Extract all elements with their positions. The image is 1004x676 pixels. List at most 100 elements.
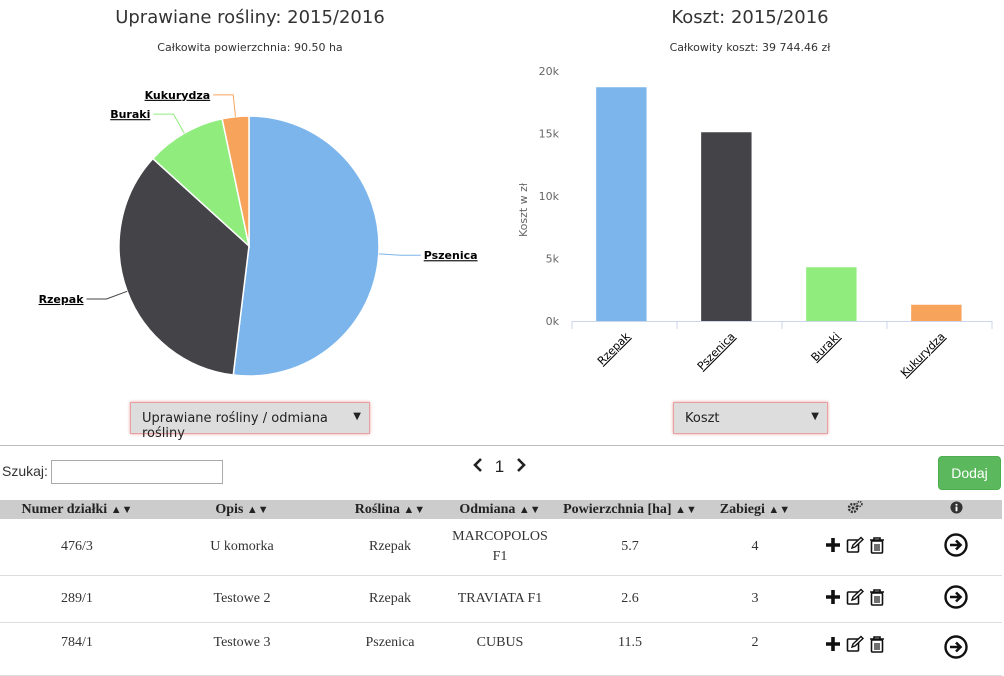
table-row[interactable]: 289/1 Testowe 2 Rzepak TRAVIATA F1 2.6 3 — [0, 575, 1002, 623]
column-header[interactable]: Powierzchnia [ha] ▲▼ — [550, 500, 710, 519]
trash-icon[interactable] — [868, 588, 886, 606]
sort-icon: ▲▼ — [246, 503, 269, 516]
cell-actions — [800, 622, 910, 676]
cell-crop: Rzepak — [330, 519, 450, 576]
column-header[interactable]: Roślina ▲▼ — [330, 500, 450, 519]
cell-variety: MARCOPOLOS F1 — [450, 519, 550, 576]
table-row[interactable]: 784/1 Testowe 3 Pszenica CUBUS 11.5 2 — [0, 622, 1002, 676]
plus-icon[interactable] — [824, 536, 842, 554]
search-input[interactable] — [51, 460, 223, 484]
cell-area: 11.5 — [550, 622, 710, 676]
bar-chart: Koszt w zł 0k 5k 10k 15k 20k Rzepak Pszenica Bu… — [517, 65, 993, 380]
cell-description: Testowe 3 — [154, 622, 330, 676]
column-header[interactable]: Odmiana ▲▼ — [450, 500, 550, 519]
arrow-right-circle-icon[interactable] — [944, 584, 968, 609]
cell-treatments: 3 — [710, 575, 800, 623]
chevron-left-icon[interactable] — [472, 457, 484, 477]
column-header-actions — [800, 500, 910, 519]
edit-icon[interactable] — [846, 536, 864, 554]
y-tick-label: 10k — [539, 190, 560, 203]
sort-icon: ▲▼ — [110, 503, 133, 516]
pie-chart-subtitle: Całkowita powierzchnia: 90.50 ha — [157, 41, 343, 54]
pie-connector-buraki — [153, 113, 185, 134]
bar-rzepak[interactable] — [596, 87, 647, 321]
cell-plot-number: 476/3 — [0, 519, 154, 576]
pie-chart-title: Uprawiane rośliny: 2015/2016 — [115, 7, 385, 28]
pie-connector-rzepak — [86, 290, 128, 300]
x-tick-label-rzepak[interactable]: Rzepak — [595, 329, 633, 367]
sort-icon: ▲▼ — [518, 503, 541, 516]
info-icon — [949, 500, 963, 514]
pie-chart-select[interactable]: Uprawiane rośliny / odmiana rośliny ▼ — [130, 402, 370, 441]
pie-chart-select-value: Uprawiane rośliny / odmiana rośliny — [142, 411, 328, 441]
table-header-row: Numer działki ▲▼ Opis ▲▼ Roślina ▲▼ Odmi… — [0, 500, 1002, 519]
bar-chart-title: Koszt: 2015/2016 — [671, 7, 829, 28]
cell-treatments: 2 — [710, 622, 800, 676]
pie-connector-pszenica — [378, 253, 421, 256]
pie-slice-kukurydza[interactable] — [221, 115, 250, 247]
plots-table: Numer działki ▲▼ Opis ▲▼ Roślina ▲▼ Odmi… — [0, 500, 1002, 676]
cell-description: Testowe 2 — [154, 575, 330, 623]
chevron-down-icon: ▼ — [353, 411, 361, 422]
bar-buraki[interactable] — [806, 267, 857, 321]
bar-kukurydza[interactable] — [911, 304, 962, 321]
pie-label-rzepak[interactable]: Rzepak — [39, 293, 85, 306]
y-tick-label: 0k — [546, 315, 560, 328]
y-tick-label: 5k — [546, 253, 560, 266]
search-label: Szukaj: — [2, 463, 48, 479]
bar-pszenica[interactable] — [701, 132, 752, 321]
cell-actions — [800, 575, 910, 623]
bar-chart-select[interactable]: Koszt ▼ — [673, 402, 828, 434]
chevron-right-icon[interactable] — [515, 457, 527, 477]
y-tick-label: 20k — [539, 65, 560, 78]
cell-actions — [800, 519, 910, 576]
plus-icon[interactable] — [824, 635, 842, 653]
add-button[interactable]: Dodaj — [938, 456, 1001, 490]
cell-treatments: 4 — [710, 519, 800, 576]
gears-icon — [847, 500, 863, 514]
bar-chart-select-value: Koszt — [685, 411, 720, 426]
pie-label-kukurydza[interactable]: Kukurydza — [145, 89, 211, 102]
cell-area: 5.7 — [550, 519, 710, 576]
cell-area: 2.6 — [550, 575, 710, 623]
pie-slice-buraki[interactable] — [151, 117, 251, 249]
x-tick-label-buraki[interactable]: Buraki — [809, 330, 843, 364]
cell-details — [910, 622, 1002, 676]
column-header-info — [910, 500, 1002, 519]
page-number[interactable]: 1 — [494, 456, 505, 476]
bar-chart-y-axis-label: Koszt w zł — [517, 182, 530, 237]
cell-details — [910, 575, 1002, 623]
pagination: 1 — [472, 456, 527, 477]
sort-icon: ▲▼ — [675, 503, 697, 516]
column-header[interactable]: Zabiegi ▲▼ — [710, 500, 800, 519]
cell-crop: Rzepak — [330, 575, 450, 623]
column-header[interactable]: Opis ▲▼ — [154, 500, 330, 519]
cell-plot-number: 784/1 — [0, 622, 154, 676]
arrow-right-circle-icon[interactable] — [944, 532, 968, 557]
trash-icon[interactable] — [868, 635, 886, 653]
edit-icon[interactable] — [846, 635, 864, 653]
x-tick-label-kukurydza[interactable]: Kukurydza — [898, 330, 948, 380]
pie-connector-kukurydza — [213, 94, 236, 117]
cell-variety: TRAVIATA F1 — [450, 575, 550, 623]
sort-icon: ▲▼ — [768, 503, 791, 516]
arrow-right-circle-icon[interactable] — [944, 635, 968, 659]
pie-slice-pszenica[interactable] — [232, 115, 380, 377]
cell-plot-number: 289/1 — [0, 575, 154, 623]
cell-details — [910, 519, 1002, 576]
pie-label-buraki[interactable]: Buraki — [110, 108, 150, 121]
pie-chart: Pszenica Rzepak Buraki Kukurydza — [39, 89, 478, 377]
table-row[interactable]: 476/3 U komorka Rzepak MARCOPOLOS F1 5.7 … — [0, 519, 1002, 576]
cell-description: U komorka — [154, 519, 330, 576]
pie-label-pszenica[interactable]: Pszenica — [424, 249, 478, 262]
y-tick-label: 15k — [539, 128, 560, 141]
column-header[interactable]: Numer działki ▲▼ — [0, 500, 154, 519]
cell-variety: CUBUS — [450, 622, 550, 676]
plus-icon[interactable] — [824, 588, 842, 606]
chevron-down-icon: ▼ — [811, 411, 819, 422]
trash-icon[interactable] — [868, 536, 886, 554]
cell-crop: Pszenica — [330, 622, 450, 676]
divider — [0, 445, 1004, 446]
edit-icon[interactable] — [846, 588, 864, 606]
x-tick-label-pszenica[interactable]: Pszenica — [695, 330, 738, 373]
